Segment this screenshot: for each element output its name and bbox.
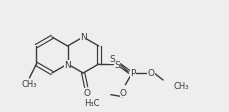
Text: O: O [84,89,91,98]
Text: H₃C: H₃C [84,98,100,107]
Text: P: P [130,69,135,78]
Text: S: S [114,60,120,69]
Text: CH₃: CH₃ [22,80,37,89]
Text: S: S [109,55,115,64]
Text: O: O [120,88,127,97]
Text: N: N [80,33,87,42]
Text: N: N [64,60,71,69]
Text: O: O [148,69,155,78]
Text: CH₃: CH₃ [173,82,189,91]
